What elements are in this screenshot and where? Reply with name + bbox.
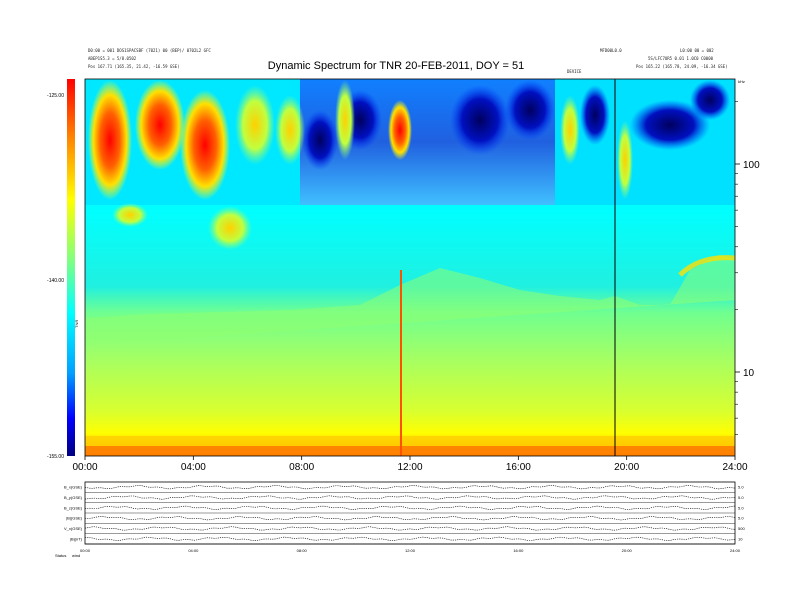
header-center-small: DEVICE (567, 69, 582, 74)
panel-right-tick: 5.0 (738, 516, 744, 521)
burst-late-1 (560, 95, 580, 165)
panel-x-tick-label: 24:00 (730, 548, 741, 553)
x-axis: 00:00 04:00 08:00 12:00 16:00 20:00 24:00 (72, 456, 748, 473)
panel-label: B_y(GSE) (64, 495, 83, 500)
right-tick-label: 100 (743, 160, 760, 171)
colorbar-label: TNR (74, 320, 79, 328)
dark-patch-6 (630, 100, 710, 150)
colorbar-tick-bottom: -155.00 (47, 454, 64, 460)
header-right-pos: Pos 165.22 (165.78, 24.09, -16.34 GSE) (636, 64, 728, 69)
header-right-pos-label: Pos (636, 64, 644, 69)
dark-patch-1 (302, 110, 338, 170)
burst-hot-1 (88, 80, 132, 200)
panel-right-tick: 500 (738, 526, 745, 531)
low-band-yellow (85, 436, 735, 446)
header-left-line1: D0:00 = 001 DOS1SPACSBF (7021) 00 (BEP)/… (88, 48, 211, 53)
burst-tail-1 (112, 203, 148, 227)
continuum-edge-rise (678, 255, 735, 277)
panel-label: V_x(GSE) (64, 526, 83, 531)
x-tick-label: 16:00 (506, 462, 531, 473)
header-right-top: L0:00 00 = 002 (680, 48, 714, 53)
panel-x-tick-label: 00:00 (80, 548, 91, 553)
header-left-pos: Pos 167.71 (165.35, 21.42, -16.59 GSE) (88, 64, 180, 69)
panel-label: B_z(GSE) (64, 505, 83, 510)
header-left-pos-value: 167.71 (165.35, 21.42, -16.59 GSE) (97, 64, 180, 69)
panel-trace (84, 495, 736, 500)
panel-x-tick-label: 20:00 (622, 548, 633, 553)
colorbar-tick-mid: -140.00 (47, 278, 64, 284)
burst-hot-2 (135, 80, 185, 170)
spectrogram-plot (85, 79, 735, 456)
header-left-pos-label: Pos (88, 64, 96, 69)
dark-patch-4 (505, 80, 555, 140)
dark-patch-3 (450, 85, 510, 155)
right-tick-label: 10 (743, 368, 755, 379)
x-tick-label: 12:00 (397, 462, 422, 473)
header-right-mid: MFD00L0.0 (600, 48, 622, 53)
panel-trace (84, 536, 736, 541)
continuum-band (85, 255, 735, 345)
panel-trace (84, 505, 736, 510)
panel-x-tick-label: 04:00 (188, 548, 199, 553)
panel-right-tick: 5.0 (738, 505, 744, 510)
status-label: Status (55, 553, 66, 558)
burst-warm-2 (275, 95, 305, 165)
x-tick-label: 00:00 (72, 462, 97, 473)
panel-x-tick-label: 08:00 (297, 548, 308, 553)
panel-x-tick-label: 12:00 (405, 548, 416, 553)
burst-warm-1 (235, 85, 275, 165)
panel-right-tick: 5.0 (738, 485, 744, 490)
burst-late-2 (617, 120, 633, 200)
colorbar (67, 79, 75, 456)
panel-trace (84, 526, 736, 531)
panel-x-tick-label: 16:00 (513, 548, 524, 553)
burst-warm-3 (335, 80, 355, 160)
x-tick-label: 08:00 (289, 462, 314, 473)
header-right-line2: 5S/LFC7UR5 0.01 1.0C0 C0000 (648, 56, 714, 61)
panel-trace (84, 485, 736, 490)
x-tick-label: 24:00 (722, 462, 747, 473)
burst-hot-4 (388, 100, 412, 160)
x-tick-label: 20:00 (614, 462, 639, 473)
x-tick-label: 04:00 (181, 462, 206, 473)
colorbar-tick-top: -125.00 (47, 93, 64, 99)
chart-title: Dynamic Spectrum for TNR 20-FEB-2011, DO… (267, 60, 525, 72)
burst-tail-2 (208, 206, 252, 250)
dark-patch-5 (580, 85, 610, 145)
header-left-line2: ABEP1S5.3 = 5/8.0502 (88, 56, 137, 61)
panel-trace (84, 516, 736, 521)
right-axis: 100 10 (735, 101, 760, 435)
header-right-pos-value: 165.22 (165.78, 24.09, -16.34 GSE) (645, 64, 728, 69)
dark-patch-7 (690, 80, 730, 120)
panel-right-tick: 5.0 (738, 495, 744, 500)
status-value: wind (72, 553, 80, 558)
right-axis-unit: kHz (738, 79, 745, 84)
burst-hot-3 (180, 90, 230, 200)
panel-label: B_x(GSE) (64, 485, 83, 490)
panel-label: |B|(nT) (70, 536, 83, 541)
panel-right-tick: 10 (738, 536, 743, 541)
low-band-orange (85, 446, 735, 456)
bottom-panels: B_x(GSE) 5.0 B_y(GSE) 5.0 B_z(GSE) 5.0 |B|(GSE… (55, 485, 745, 558)
panel-label: |B|(GSE) (66, 516, 83, 521)
